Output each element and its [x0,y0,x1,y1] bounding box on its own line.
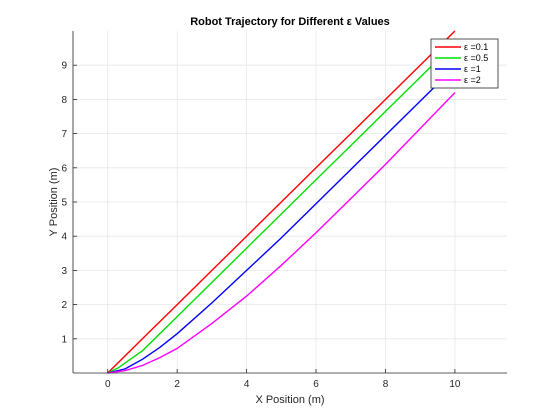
legend-label-1: ε =0.5 [464,53,488,63]
legend: ε =0.1ε =0.5ε =1ε =2 [430,38,499,89]
x-tick-label: 4 [244,379,250,390]
x-tick-label: 10 [449,379,461,390]
x-axis-label: X Position (m) [255,394,324,406]
series-line-3 [107,92,456,374]
chart-title: Robot Trajectory for Different ε Values [190,16,390,28]
series-line-2 [107,73,449,374]
x-tick-label: 6 [313,379,319,390]
y-tick-label: 8 [61,95,67,106]
y-tick-label: 9 [61,61,67,72]
y-tick-label: 7 [61,129,67,140]
tick-marks [73,64,456,373]
x-tick-label: 8 [383,379,389,390]
legend-label-3: ε =2 [464,75,481,85]
x-tick-label: 0 [105,379,111,390]
series-line-0 [107,30,456,374]
y-tick-label: 1 [61,334,67,345]
y-tick-label: 5 [61,198,67,209]
legend-label-2: ε =1 [464,64,481,74]
series-layer [107,30,456,374]
legend-label-0: ε =0.1 [464,42,488,52]
x-tick-label: 2 [174,379,180,390]
y-tick-label: 2 [61,300,67,311]
y-axis-label: Y Position (m) [48,168,60,237]
y-tick-label: 4 [61,232,67,243]
y-tick-label: 6 [61,163,67,174]
y-tick-label: 3 [61,266,67,277]
series-line-1 [107,49,449,374]
